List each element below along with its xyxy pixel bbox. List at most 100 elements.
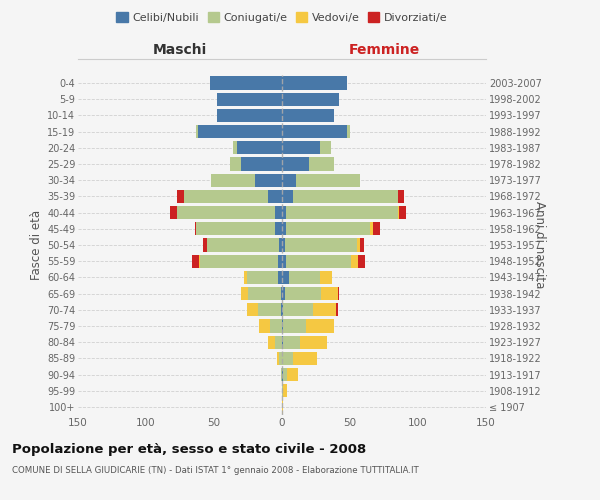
Bar: [337, 303, 338, 316]
Bar: [184, 190, 268, 203]
Bar: [282, 254, 286, 268]
Bar: [282, 158, 309, 170]
Bar: [307, 320, 334, 332]
Bar: [268, 190, 282, 203]
Bar: [289, 270, 320, 284]
Bar: [322, 287, 338, 300]
Bar: [207, 238, 279, 252]
Bar: [279, 352, 282, 365]
Bar: [275, 336, 282, 349]
Bar: [278, 270, 282, 284]
Bar: [398, 190, 404, 203]
Bar: [282, 238, 285, 252]
Bar: [357, 238, 359, 252]
Bar: [278, 254, 282, 268]
Bar: [281, 303, 282, 316]
Bar: [282, 400, 283, 413]
Bar: [217, 109, 282, 122]
Bar: [358, 254, 365, 268]
Bar: [282, 190, 293, 203]
Bar: [398, 206, 399, 220]
Text: Maschi: Maschi: [153, 44, 207, 58]
Bar: [192, 254, 199, 268]
Bar: [283, 336, 299, 349]
Bar: [286, 206, 398, 220]
Bar: [309, 158, 334, 170]
Bar: [352, 254, 358, 268]
Bar: [285, 238, 357, 252]
Bar: [247, 270, 278, 284]
Bar: [282, 174, 296, 187]
Bar: [177, 190, 184, 203]
Bar: [203, 238, 207, 252]
Bar: [241, 287, 248, 300]
Bar: [200, 254, 278, 268]
Text: Popolazione per età, sesso e stato civile - 2008: Popolazione per età, sesso e stato civil…: [12, 442, 366, 456]
Bar: [283, 368, 287, 381]
Bar: [313, 303, 337, 316]
Bar: [359, 238, 364, 252]
Bar: [244, 270, 247, 284]
Bar: [233, 141, 237, 154]
Bar: [196, 222, 275, 235]
Bar: [237, 141, 282, 154]
Bar: [282, 303, 283, 316]
Bar: [373, 222, 380, 235]
Bar: [277, 352, 279, 365]
Bar: [282, 270, 289, 284]
Bar: [282, 222, 286, 235]
Bar: [279, 238, 282, 252]
Bar: [248, 287, 281, 300]
Bar: [211, 174, 255, 187]
Bar: [338, 287, 339, 300]
Bar: [282, 141, 320, 154]
Bar: [282, 125, 347, 138]
Bar: [320, 141, 331, 154]
Bar: [282, 336, 283, 349]
Bar: [275, 222, 282, 235]
Bar: [282, 384, 283, 398]
Bar: [299, 336, 327, 349]
Bar: [283, 303, 313, 316]
Bar: [347, 125, 350, 138]
Bar: [282, 109, 334, 122]
Bar: [399, 206, 406, 220]
Bar: [197, 125, 282, 138]
Bar: [283, 384, 287, 398]
Bar: [195, 222, 196, 235]
Bar: [170, 206, 177, 220]
Bar: [282, 368, 283, 381]
Bar: [257, 303, 281, 316]
Bar: [281, 287, 282, 300]
Bar: [320, 270, 332, 284]
Bar: [241, 158, 282, 170]
Bar: [287, 368, 298, 381]
Bar: [275, 206, 282, 220]
Bar: [286, 222, 370, 235]
Bar: [259, 320, 270, 332]
Bar: [282, 287, 285, 300]
Bar: [282, 206, 286, 220]
Text: Femmine: Femmine: [349, 44, 419, 58]
Bar: [285, 287, 322, 300]
Bar: [196, 125, 197, 138]
Y-axis label: Fasce di età: Fasce di età: [29, 210, 43, 280]
Bar: [247, 303, 257, 316]
Text: COMUNE DI SELLA GIUDICARIE (TN) - Dati ISTAT 1° gennaio 2008 - Elaborazione TUTT: COMUNE DI SELLA GIUDICARIE (TN) - Dati I…: [12, 466, 419, 475]
Bar: [270, 320, 282, 332]
Bar: [286, 254, 352, 268]
Bar: [210, 76, 282, 90]
Bar: [282, 76, 347, 90]
Bar: [296, 174, 359, 187]
Bar: [177, 206, 275, 220]
Legend: Celibi/Nubili, Coniugati/e, Vedovi/e, Divorziati/e: Celibi/Nubili, Coniugati/e, Vedovi/e, Di…: [112, 8, 452, 28]
Bar: [282, 92, 339, 106]
Bar: [199, 254, 200, 268]
Bar: [282, 320, 283, 332]
Bar: [293, 352, 317, 365]
Bar: [293, 190, 398, 203]
Bar: [217, 92, 282, 106]
Bar: [281, 368, 282, 381]
Bar: [268, 336, 275, 349]
Bar: [230, 158, 241, 170]
